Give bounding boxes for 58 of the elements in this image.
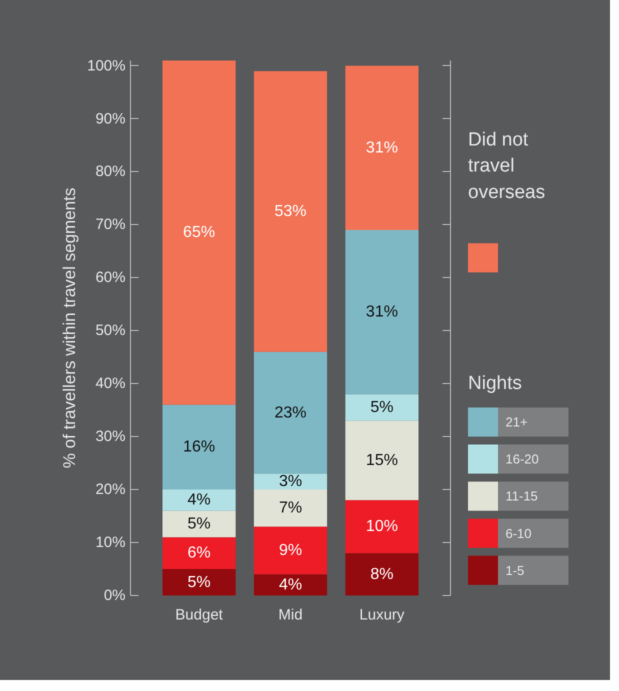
data-label: 10% bbox=[366, 518, 398, 536]
data-label: 4% bbox=[188, 492, 211, 509]
data-label: 31% bbox=[366, 304, 398, 321]
bar bbox=[345, 553, 418, 596]
y-tick-label: 20% bbox=[95, 481, 126, 498]
bar bbox=[345, 500, 418, 554]
y-tick-label: 0% bbox=[104, 587, 126, 604]
x-tick-label: Mid bbox=[278, 606, 303, 624]
data-label: 9% bbox=[278, 542, 302, 559]
data-label: 6% bbox=[188, 544, 211, 562]
x-tick-label: Budget bbox=[175, 606, 224, 624]
data-label: 4% bbox=[278, 576, 302, 594]
legend-title: Nights bbox=[468, 373, 522, 394]
bar bbox=[345, 394, 418, 421]
y-tick-label: 70% bbox=[95, 216, 126, 234]
bar bbox=[162, 490, 236, 511]
data-label: 15% bbox=[366, 452, 398, 469]
y-tick-label: 90% bbox=[95, 110, 126, 128]
bar bbox=[345, 420, 418, 500]
y-tick-label: 80% bbox=[95, 163, 126, 180]
data-label: 16% bbox=[183, 438, 216, 456]
bar bbox=[254, 71, 328, 352]
y-tick-label: 100% bbox=[87, 57, 126, 74]
data-label: 8% bbox=[370, 566, 394, 583]
legend-label: 11-15 bbox=[506, 488, 538, 504]
x-tick-label: Luxury bbox=[359, 606, 405, 624]
data-label: 7% bbox=[278, 500, 302, 517]
data-label: 31% bbox=[366, 139, 398, 156]
data-label: 5% bbox=[370, 398, 394, 416]
bar bbox=[162, 510, 236, 538]
y-axis-title: % of travellers within travel segments bbox=[60, 188, 80, 468]
bar bbox=[254, 574, 328, 596]
bar bbox=[254, 490, 328, 527]
bar bbox=[162, 569, 236, 596]
bar bbox=[162, 537, 236, 570]
text: Did not travel overseas bbox=[468, 129, 546, 203]
legend-label: 6-10 bbox=[506, 526, 532, 541]
legend-label: 21+ bbox=[506, 414, 528, 430]
y-tick-label: 60% bbox=[95, 269, 126, 286]
data-label: 5% bbox=[188, 574, 211, 591]
data-label: 53% bbox=[274, 202, 307, 220]
bar bbox=[254, 474, 328, 490]
bar bbox=[254, 526, 328, 574]
bar bbox=[345, 230, 418, 394]
data-label: 65% bbox=[183, 224, 216, 242]
bar bbox=[162, 60, 236, 405]
legend-label: 16-20 bbox=[506, 452, 539, 467]
bar bbox=[345, 66, 418, 230]
y-tick-label: 50% bbox=[95, 322, 126, 340]
legend-label: 1-5 bbox=[506, 562, 524, 578]
y-tick-label: 40% bbox=[95, 375, 126, 392]
data-label: 23% bbox=[274, 404, 307, 422]
bar bbox=[162, 404, 236, 490]
y-tick-label: 30% bbox=[95, 428, 126, 446]
y-tick-label: 10% bbox=[95, 534, 126, 552]
data-label: 5% bbox=[188, 515, 211, 532]
data-label: 3% bbox=[278, 473, 302, 490]
bar bbox=[254, 352, 328, 474]
